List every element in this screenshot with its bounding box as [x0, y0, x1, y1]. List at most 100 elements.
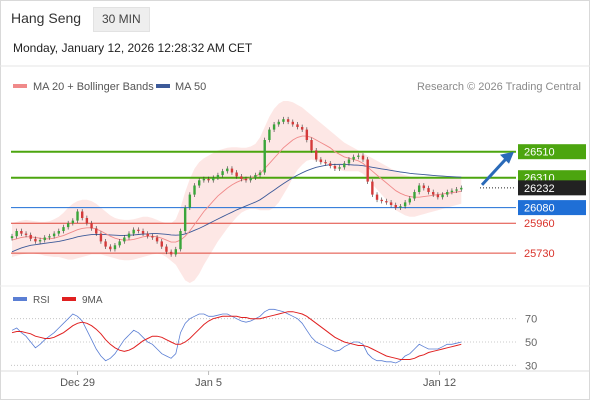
candle [183, 205, 187, 234]
candle [141, 228, 145, 236]
candle [315, 148, 318, 162]
candle-body [385, 201, 388, 203]
candle [43, 235, 46, 243]
candle [137, 227, 140, 234]
candle-body [99, 233, 103, 242]
candle-body [258, 172, 262, 176]
candle-body [179, 231, 182, 250]
candle [52, 231, 56, 239]
candle [160, 239, 163, 249]
candle-body [282, 119, 285, 122]
candle [207, 176, 210, 183]
candle [20, 228, 23, 236]
candle-body [413, 192, 416, 199]
candle-body [123, 237, 126, 242]
candle [352, 154, 355, 162]
candle-body [375, 194, 379, 200]
candle [151, 233, 154, 240]
x-axis: Dec 29 Jan 5 Jan 12 [60, 371, 456, 389]
candle [155, 235, 159, 244]
level-label-26232: 26232 [518, 180, 586, 196]
candle [202, 176, 206, 183]
candle [385, 198, 388, 205]
candle-body [57, 231, 60, 234]
ma20-line [11, 135, 462, 243]
candle [10, 233, 14, 241]
timeframe-button[interactable]: 30 MIN [93, 7, 150, 32]
candle-body [427, 188, 430, 192]
candle [85, 215, 89, 226]
candle-body [408, 198, 411, 203]
candle-body [202, 179, 206, 181]
candle [417, 183, 421, 195]
candle-body [165, 246, 168, 252]
candle-body [366, 159, 369, 182]
candle-body [10, 236, 14, 239]
candle-body [137, 229, 140, 231]
candle-body [455, 189, 458, 191]
candle-body [90, 223, 93, 229]
candle-body [380, 199, 383, 202]
candle-body [193, 185, 196, 195]
rsi-level-label: 50 [525, 337, 537, 349]
candle-body [151, 236, 154, 238]
candle [296, 122, 299, 130]
candle-body [422, 185, 426, 189]
candle-body [399, 206, 402, 208]
candle [450, 188, 454, 195]
candle [90, 220, 93, 231]
candle [221, 168, 224, 178]
candle-body [446, 192, 449, 195]
candle-body [432, 192, 435, 195]
candle-body [357, 155, 360, 157]
candle-body [141, 231, 145, 234]
candle-body [450, 190, 454, 192]
candle-body [352, 156, 355, 160]
candle-body [277, 121, 280, 125]
candle [113, 242, 117, 252]
level-label-text: 26510 [524, 147, 555, 159]
candle [174, 246, 177, 257]
candle [226, 166, 229, 174]
candle-body [24, 233, 28, 235]
candle [427, 185, 430, 195]
candle-body [436, 194, 440, 198]
candle-body [249, 177, 252, 181]
x-tick-label: Jan 12 [423, 377, 456, 389]
rsi-level-label: 30 [525, 360, 537, 372]
candle-body [183, 207, 187, 231]
candle-body [254, 175, 257, 178]
candle-body [319, 159, 323, 163]
candle [118, 239, 121, 248]
candle-body [305, 129, 309, 140]
candle [244, 176, 248, 183]
candle [146, 231, 149, 239]
x-tick-label: Jan 5 [195, 377, 222, 389]
candle-body [338, 167, 341, 169]
candle-body [460, 187, 463, 190]
level-label-text: 26232 [524, 183, 555, 195]
candle-body [81, 211, 84, 218]
candle-body [329, 163, 332, 166]
candle [169, 249, 173, 257]
candle [258, 170, 262, 178]
rsi-legend-label: RSI [33, 295, 50, 306]
candle [300, 124, 304, 132]
candle [366, 157, 369, 184]
candle [249, 175, 252, 183]
candle [347, 157, 351, 166]
candle-body [221, 171, 224, 176]
candle-body [71, 220, 75, 224]
ma20-legend-label: MA 20 + Bollinger Bands [33, 81, 154, 93]
candle-body [268, 129, 271, 140]
candle-body [343, 163, 346, 168]
candle-body [272, 124, 276, 130]
candle [24, 231, 28, 238]
candle-body [263, 140, 266, 173]
candle [193, 183, 196, 197]
candle [329, 161, 332, 169]
candle [15, 228, 18, 239]
candle-body [38, 240, 42, 242]
candle [389, 200, 393, 208]
ma9-legend-swatch [62, 297, 76, 301]
